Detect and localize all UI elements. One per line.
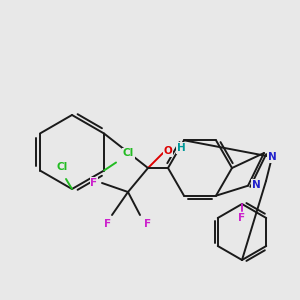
- Text: O: O: [164, 146, 172, 156]
- Text: Cl: Cl: [122, 148, 134, 158]
- Text: F: F: [144, 219, 152, 229]
- Text: N: N: [252, 180, 260, 190]
- Text: F: F: [90, 178, 98, 188]
- Text: F: F: [238, 213, 246, 223]
- Text: H: H: [177, 143, 185, 153]
- Text: Cl: Cl: [56, 162, 68, 172]
- Text: F: F: [104, 219, 112, 229]
- Text: N: N: [268, 152, 276, 162]
